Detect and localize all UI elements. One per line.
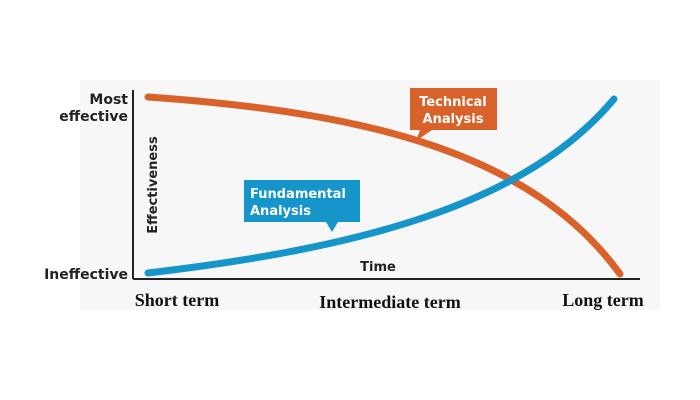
y-top-label: Most (89, 92, 128, 108)
x-label: Short term (135, 290, 219, 310)
callout-text: Analysis (250, 204, 311, 219)
x-axis-title: Time (360, 260, 396, 275)
panel (80, 80, 660, 310)
y-axis-title: Effectiveness (146, 136, 161, 234)
fundamental-callout (244, 180, 360, 232)
callout-text: Analysis (423, 112, 484, 127)
y-top-label: effective (59, 109, 128, 125)
technical-curve (144, 93, 624, 278)
x-label: Intermediate term (319, 292, 460, 312)
callout-text: Technical (419, 95, 487, 110)
x-label: Long term (562, 290, 643, 310)
fundamental-curve (144, 95, 618, 277)
callout-text: Fundamental (250, 187, 346, 202)
y-bottom-label: Ineffective (44, 267, 128, 283)
technical-callout (410, 88, 497, 141)
